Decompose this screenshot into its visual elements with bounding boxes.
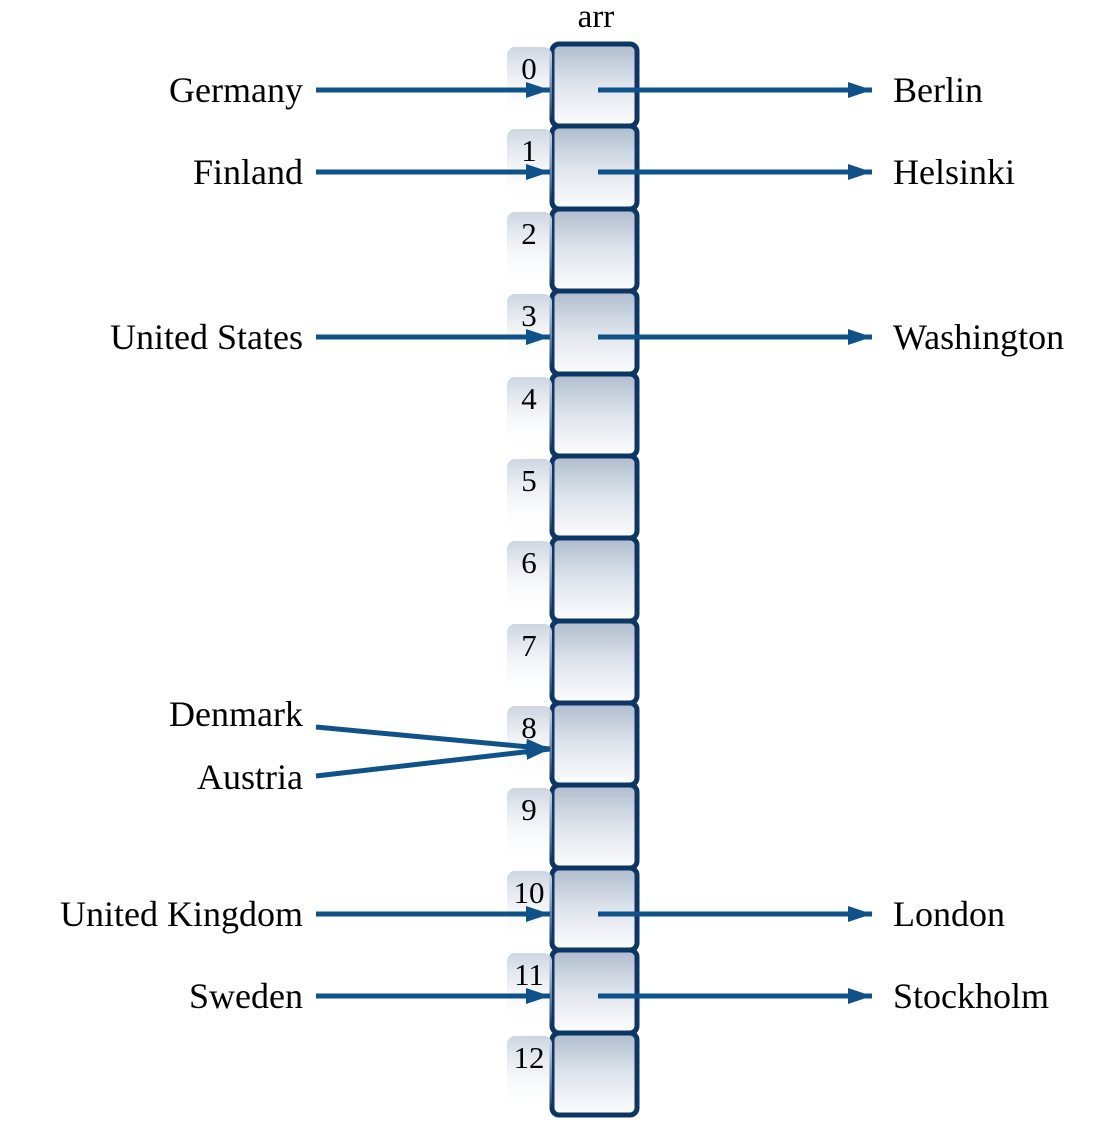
- country-link-sweden: Sweden: [189, 976, 550, 1016]
- index-chip: [507, 1036, 552, 1110]
- country-link-finland: Finland: [193, 152, 550, 192]
- array-cell: [549, 947, 640, 1036]
- country-arrow: [315, 743, 551, 779]
- country-link-denmark: Denmark: [169, 694, 551, 755]
- city-link-stockholm: Stockholm: [598, 976, 1049, 1016]
- index-chip: [507, 212, 552, 286]
- cell-index-label: 10: [514, 875, 545, 910]
- index-chip: [507, 624, 552, 698]
- country-arrow: [315, 724, 551, 755]
- city-link-helsinki: Helsinki: [598, 152, 1015, 192]
- country-link-united-kingdom: United Kingdom: [60, 894, 550, 934]
- country-links: Germany Finland United States Denmark Au…: [60, 70, 551, 1016]
- cell-index-label: 11: [514, 957, 544, 992]
- index-chip: [507, 377, 552, 451]
- array-cell: [549, 453, 640, 541]
- cell-index-label: 9: [521, 792, 537, 827]
- array-cell: [549, 123, 640, 212]
- country-label: Austria: [197, 757, 303, 797]
- city-label: Washington: [893, 317, 1064, 357]
- array-cell: [549, 618, 640, 706]
- country-label: Finland: [193, 152, 303, 192]
- cell-index-label: 7: [521, 628, 537, 663]
- array-title: arr: [578, 0, 615, 35]
- country-label: United Kingdom: [60, 894, 303, 934]
- array-cell: [549, 535, 640, 624]
- city-link-washington: Washington: [598, 317, 1064, 357]
- country-link-germany: Germany: [169, 70, 550, 110]
- city-label: London: [893, 894, 1005, 934]
- array-cell: [549, 700, 640, 788]
- array-cell: [549, 371, 640, 459]
- cell-index-label: 5: [521, 463, 537, 498]
- array-cell: [549, 1030, 640, 1118]
- city-links: Berlin Helsinki Washington London Stockh…: [598, 70, 1064, 1016]
- city-label: Berlin: [893, 70, 983, 110]
- country-label: Germany: [169, 70, 303, 110]
- array-cell: [549, 288, 640, 377]
- cell-index-label: 2: [521, 216, 537, 251]
- array-cell: [549, 41, 640, 129]
- index-chip: [507, 541, 552, 615]
- array-cell: [549, 865, 640, 953]
- cell-index-label: 0: [521, 51, 537, 86]
- country-label: Sweden: [189, 976, 303, 1016]
- country-label: Denmark: [169, 694, 303, 734]
- city-link-london: London: [598, 894, 1005, 934]
- country-label: United States: [110, 317, 303, 357]
- country-link-united-states: United States: [110, 317, 550, 357]
- cell-index-label: 3: [521, 298, 537, 333]
- array-column: [549, 41, 640, 1118]
- cell-index-label: 4: [521, 381, 537, 416]
- city-label: Helsinki: [893, 152, 1015, 192]
- cell-index-label: 6: [521, 545, 537, 580]
- index-labels: 0 1 2 3 4 5 6 7 8 9 10 11 12: [507, 47, 552, 1110]
- city-link-berlin: Berlin: [598, 70, 983, 110]
- array-cell: [549, 782, 640, 871]
- index-chip: [507, 788, 552, 862]
- index-chip: [507, 459, 552, 533]
- country-link-austria: Austria: [197, 743, 551, 797]
- cell-index-label: 1: [521, 133, 537, 168]
- city-label: Stockholm: [893, 976, 1049, 1016]
- array-cell: [549, 206, 640, 294]
- cell-index-label: 8: [521, 710, 537, 745]
- cell-index-label: 12: [514, 1040, 545, 1075]
